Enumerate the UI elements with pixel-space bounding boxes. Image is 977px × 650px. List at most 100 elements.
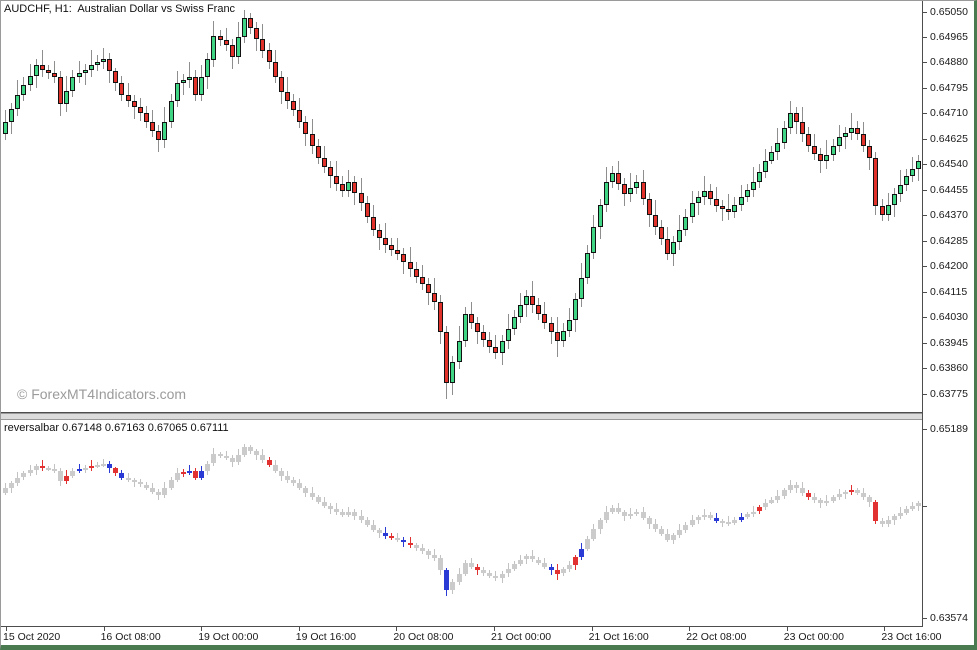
candle-body bbox=[224, 40, 229, 45]
candle-body bbox=[95, 62, 100, 66]
indicator-bar-body bbox=[671, 534, 676, 540]
indicator-bar-body bbox=[824, 500, 829, 504]
candle-body bbox=[628, 188, 633, 195]
candle-body bbox=[432, 293, 437, 303]
price-tick bbox=[923, 506, 927, 507]
indicator-canvas[interactable] bbox=[1, 420, 922, 626]
candle-body bbox=[751, 182, 756, 190]
candle-body bbox=[659, 227, 664, 240]
indicator-bar-body bbox=[279, 470, 284, 477]
candle-body bbox=[782, 128, 787, 144]
indicator-bar-body bbox=[389, 536, 394, 538]
candle-body bbox=[15, 95, 20, 109]
price-tick bbox=[923, 37, 927, 38]
price-tick bbox=[923, 215, 927, 217]
candle-body bbox=[500, 341, 505, 354]
candle-wick bbox=[42, 50, 43, 78]
price-chart-panel[interactable]: AUDCHF, H1: Australian Dollar vs Swiss F… bbox=[1, 1, 922, 413]
candle-body bbox=[794, 113, 799, 123]
candle-body bbox=[536, 305, 541, 315]
candle-body bbox=[837, 137, 842, 147]
indicator-bar-wick bbox=[226, 451, 227, 460]
candle-body bbox=[634, 182, 639, 189]
indicator-bar-body bbox=[487, 572, 492, 576]
price-tick bbox=[923, 291, 927, 293]
indicator-bar-wick bbox=[826, 495, 827, 507]
candle-body bbox=[260, 38, 265, 51]
candle-body bbox=[236, 37, 241, 57]
price-tick bbox=[923, 164, 927, 166]
indicator-bar-body bbox=[641, 511, 646, 518]
candle-body bbox=[187, 77, 192, 81]
indicator-bar-body bbox=[310, 492, 315, 498]
indicator-bar-body bbox=[463, 563, 468, 574]
candle-body bbox=[585, 252, 590, 279]
indicator-bar-body bbox=[58, 470, 63, 481]
indicator-bar-wick bbox=[728, 516, 729, 527]
candle-body bbox=[604, 182, 609, 205]
indicator-label: reversalbar 0.67148 0.67163 0.67065 0.67… bbox=[4, 422, 229, 434]
candle-body bbox=[40, 65, 45, 70]
candle-body bbox=[677, 230, 682, 243]
price-axis-label: 0.64200 bbox=[930, 260, 968, 273]
candle-body bbox=[346, 182, 351, 192]
time-tick bbox=[104, 627, 105, 631]
candle-body bbox=[113, 71, 118, 84]
time-axis-label: 19 Oct 16:00 bbox=[295, 631, 356, 643]
candle-body bbox=[401, 254, 406, 262]
candle-body bbox=[340, 183, 345, 192]
price-axis[interactable]: 0.65050 0.64965 0.64880 0.64795 0.64710 0.646… bbox=[922, 1, 974, 645]
candle-body bbox=[438, 302, 443, 333]
indicator-bar-body bbox=[285, 476, 290, 480]
indicator-bar-body bbox=[457, 573, 462, 582]
candle-body bbox=[420, 276, 425, 285]
candle-wick bbox=[54, 60, 55, 84]
candle-body bbox=[52, 72, 57, 78]
indicator-bar-body bbox=[126, 477, 131, 480]
time-axis-label: 22 Oct 08:00 bbox=[686, 631, 747, 643]
price-axis-label: 0.64285 bbox=[930, 234, 968, 247]
indicator-bar-wick bbox=[753, 505, 754, 518]
candle-body bbox=[138, 107, 143, 114]
candle-body bbox=[365, 203, 370, 217]
indicator-bar-body bbox=[751, 511, 756, 515]
indicator-bar-body bbox=[236, 454, 241, 463]
candle-body bbox=[334, 176, 339, 184]
indicator-panel[interactable]: reversalbar 0.67148 0.67163 0.67065 0.67… bbox=[1, 420, 922, 627]
candle-body bbox=[126, 95, 131, 102]
price-axis-label: 0.64455 bbox=[930, 183, 968, 196]
indicator-bar-body bbox=[800, 488, 805, 493]
price-axis-label: 0.64540 bbox=[930, 158, 968, 171]
indicator-bar-wick bbox=[42, 460, 43, 471]
indicator-bar-body bbox=[352, 511, 357, 516]
candle-body bbox=[414, 269, 419, 277]
indicator-bar-body bbox=[89, 465, 94, 468]
candle-wick bbox=[79, 60, 80, 84]
price-tick bbox=[923, 618, 927, 619]
candle-body bbox=[291, 101, 296, 111]
candlestick-canvas[interactable] bbox=[1, 1, 922, 412]
candle-body bbox=[175, 83, 180, 102]
candle-body bbox=[745, 189, 750, 198]
candle-body bbox=[310, 134, 315, 147]
candle-wick bbox=[91, 50, 92, 78]
candle-body bbox=[83, 69, 88, 73]
indicator-bar-body bbox=[622, 512, 627, 517]
candle-body bbox=[622, 183, 627, 195]
time-axis[interactable]: 15 Oct 2020 16 Oct 08:00 19 Oct 00:00 19 Oc… bbox=[1, 627, 974, 645]
candle-body bbox=[671, 242, 676, 255]
candle-body bbox=[267, 50, 272, 63]
panel-splitter[interactable] bbox=[1, 413, 974, 420]
candle-body bbox=[788, 113, 793, 129]
indicator-bar-body bbox=[536, 559, 541, 563]
indicator-bar-body bbox=[193, 470, 198, 478]
candle-wick bbox=[226, 28, 227, 51]
candle-body bbox=[156, 131, 161, 141]
price-axis-label: 0.64965 bbox=[930, 31, 968, 43]
indicator-bar-body bbox=[328, 505, 333, 510]
candle-body bbox=[867, 146, 872, 159]
candle-wick bbox=[85, 63, 86, 85]
candle-body bbox=[702, 191, 707, 198]
candle-wick bbox=[728, 194, 729, 220]
candle-body bbox=[352, 182, 357, 193]
